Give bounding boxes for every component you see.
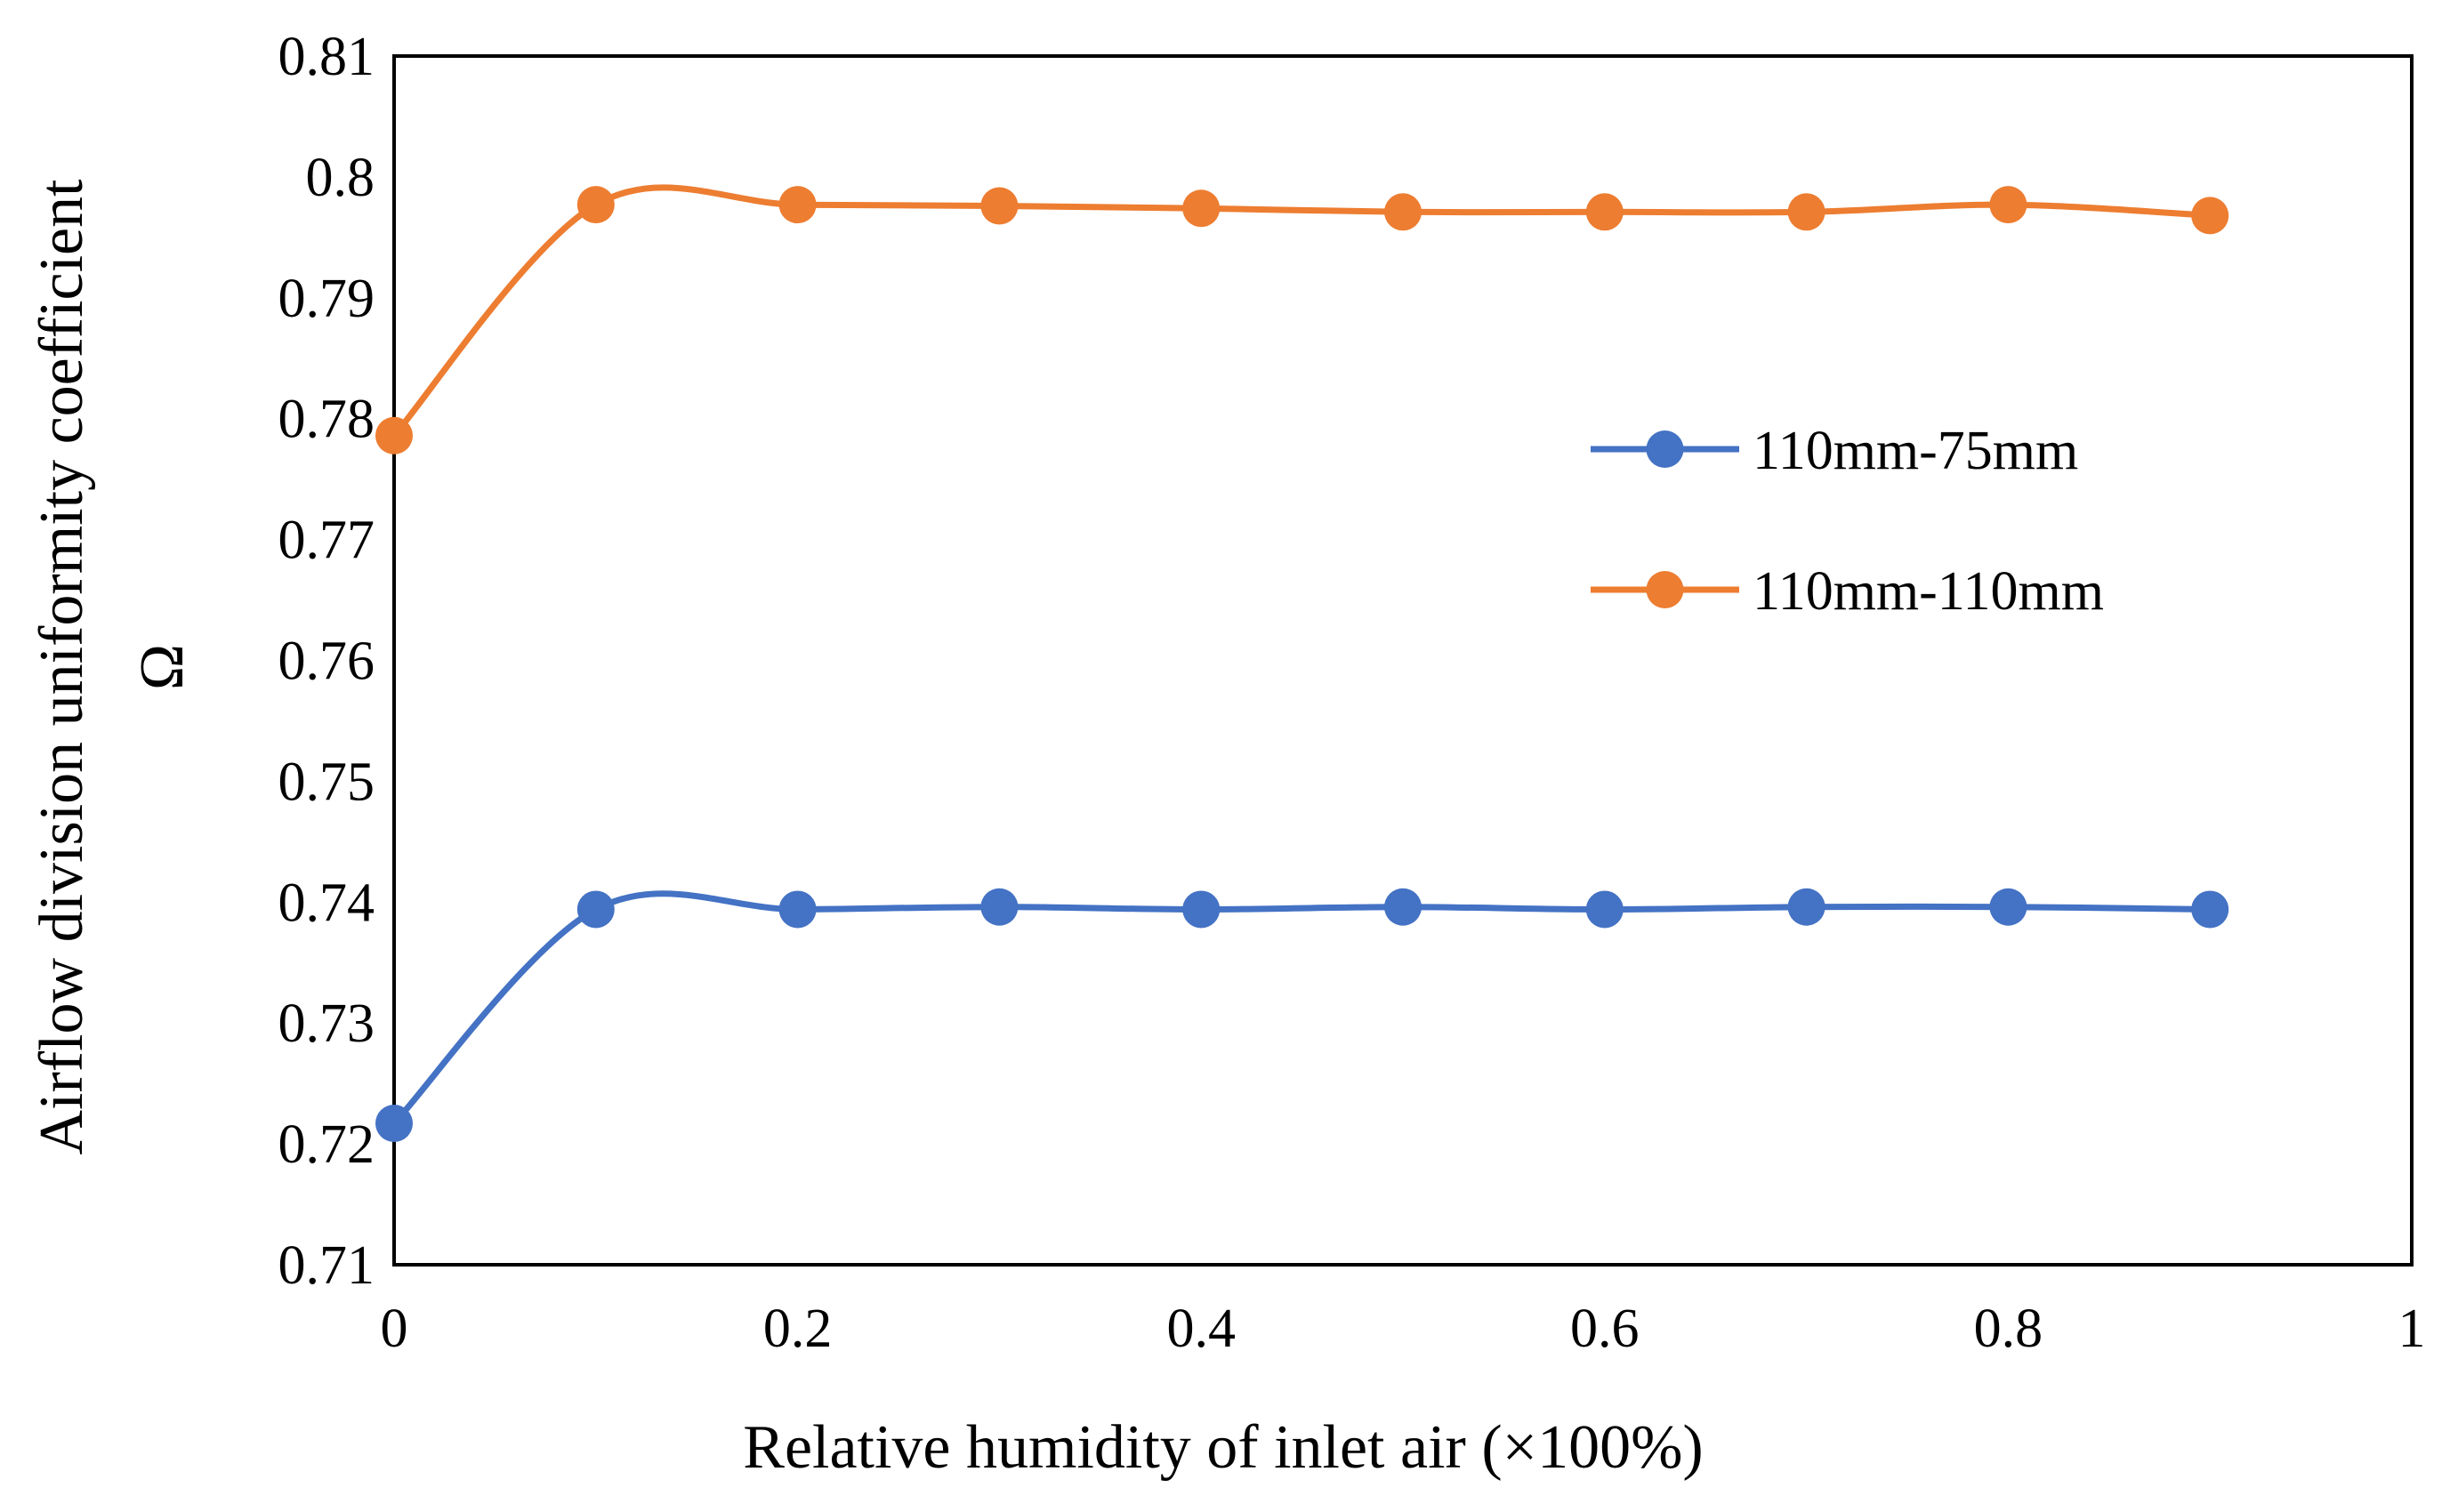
legend-label: 110mm-75mm	[1753, 421, 2078, 481]
data-point	[576, 890, 615, 929]
x-tick-label: 0.4	[1166, 1299, 1236, 1359]
data-point	[375, 1104, 413, 1142]
data-point	[1384, 888, 1422, 926]
y-tick-label: 0.72	[278, 1114, 375, 1175]
x-tick-label: 0.2	[763, 1299, 833, 1359]
y-tick-label: 0.8	[306, 148, 375, 208]
data-point	[980, 888, 1019, 926]
data-point	[1182, 189, 1221, 228]
data-point	[980, 187, 1019, 225]
legend: 110mm-75mm 110mm-110mm	[1591, 421, 2104, 622]
data-point	[1585, 193, 1624, 231]
y-tick-label: 0.71	[278, 1235, 375, 1296]
data-point	[375, 416, 413, 454]
y-axis-title-group: Airflow division uniformity coefficient	[28, 179, 96, 1155]
data-point	[1989, 186, 2027, 224]
data-point	[576, 186, 615, 224]
data-point	[1182, 890, 1221, 929]
x-tick-label: 0.6	[1570, 1299, 1640, 1359]
series-line-1	[391, 184, 2211, 438]
tick-labels: 0.71 0.72 0.73 0.74 0.75 0.76 0.77 0.78 0.79 0.8 0…	[278, 27, 2426, 1359]
legend-marker	[1646, 430, 1684, 468]
series-line-0	[391, 890, 2211, 1126]
y-tick-label: 0.78	[278, 390, 375, 450]
data-point	[1787, 888, 1825, 926]
data-point	[2191, 197, 2229, 235]
y-tick-label: 0.81	[278, 27, 375, 87]
x-tick-label: 0.8	[1974, 1299, 2043, 1359]
data-point	[1384, 193, 1422, 231]
plot-frame	[392, 54, 2414, 1267]
data-point	[2191, 890, 2229, 929]
legend-marker	[1646, 571, 1684, 608]
data-point	[1585, 890, 1624, 929]
data-point	[778, 186, 817, 224]
y-tick-label: 0.79	[278, 269, 375, 329]
data-point	[778, 890, 817, 929]
y-tick-label: 0.77	[278, 511, 375, 571]
y-axis-symbol-group: Ω	[128, 644, 197, 690]
y-tick-label: 0.73	[278, 993, 375, 1054]
legend-label: 110mm-110mm	[1753, 561, 2104, 622]
x-tick-label: 1	[2398, 1299, 2426, 1359]
y-tick-label: 0.74	[278, 873, 375, 933]
y-tick-label: 0.75	[278, 752, 375, 812]
plot-area	[375, 54, 2414, 1267]
x-tick-label: 0	[381, 1299, 408, 1359]
y-tick-label: 0.76	[278, 631, 375, 692]
data-point	[1989, 888, 2027, 926]
y-axis-symbol: Ω	[128, 644, 197, 690]
x-axis-title: Relative humidity of inlet air (×100%)	[743, 1413, 1704, 1482]
y-axis-title: Airflow division uniformity coefficient	[28, 179, 96, 1155]
data-point	[1787, 193, 1825, 231]
